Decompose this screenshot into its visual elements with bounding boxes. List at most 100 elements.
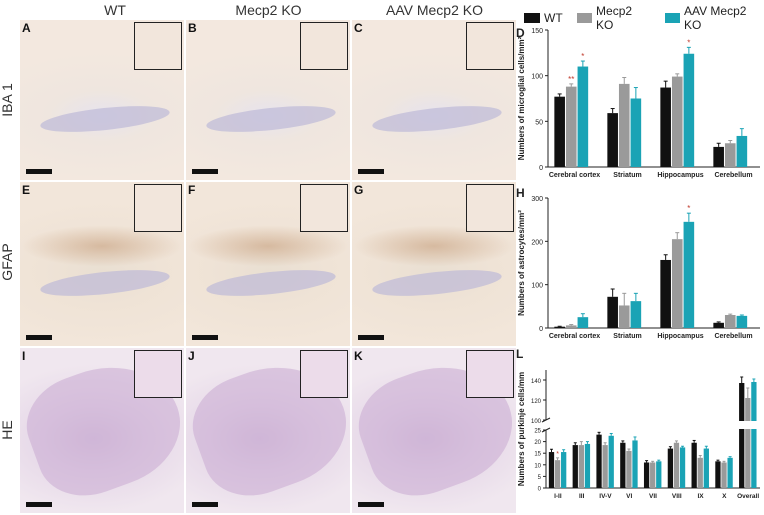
legend-item-aav-mecp2-ko: AAV Mecp2 KO bbox=[664, 4, 764, 32]
bar bbox=[620, 442, 626, 488]
y-tick-label: 10 bbox=[534, 463, 541, 469]
inset-magnified bbox=[134, 22, 182, 70]
bar bbox=[673, 442, 680, 488]
bar bbox=[607, 296, 618, 328]
y-tick-label: 140 bbox=[531, 379, 542, 385]
scale-bar bbox=[358, 335, 384, 340]
bar bbox=[630, 98, 642, 167]
bar bbox=[565, 325, 577, 328]
y-tick-label: 150 bbox=[531, 28, 543, 35]
chart-microglia: 0 50 100 150 Numbers of microglial cells/mm²… bbox=[517, 28, 760, 179]
bar bbox=[572, 445, 578, 488]
x-tick-label: Hippocampus bbox=[657, 172, 703, 179]
column-header-mecp2-ko: Mecp2 KO bbox=[235, 2, 302, 18]
y-axis-label: Numbers of purkinje cells/mm bbox=[517, 372, 526, 486]
x-tick-label: Overall bbox=[737, 493, 759, 500]
bar bbox=[721, 462, 727, 488]
bar bbox=[736, 315, 748, 328]
bar bbox=[739, 383, 745, 488]
panel-letter-l: L bbox=[516, 347, 524, 361]
bar bbox=[697, 457, 703, 488]
bar bbox=[691, 442, 697, 488]
legend-swatch-mecp2-ko bbox=[576, 13, 593, 23]
bar bbox=[667, 448, 674, 488]
row-header-he: HE bbox=[0, 420, 15, 440]
legend-item-mecp2-ko: Mecp2 KO bbox=[576, 4, 651, 32]
bar bbox=[630, 301, 642, 328]
axis-break-gap bbox=[738, 421, 758, 429]
bar bbox=[577, 317, 589, 328]
panel-letter: B bbox=[188, 21, 197, 35]
column-header-aav-mecp2-ko: AAV Mecp2 KO bbox=[385, 2, 483, 18]
legend-label-mecp2-ko: Mecp2 KO bbox=[596, 4, 633, 32]
y-tick-label: 200 bbox=[531, 239, 543, 246]
bar bbox=[561, 452, 567, 488]
micrograph-gfap-mecp2-ko: F bbox=[186, 182, 350, 346]
x-tick-label: IV-V bbox=[599, 493, 612, 500]
scale-bar bbox=[192, 335, 218, 340]
bar bbox=[577, 66, 589, 167]
row-header-iba1: IBA 1 bbox=[0, 83, 15, 117]
scale-bar bbox=[26, 502, 52, 507]
micrograph-he-wt: I bbox=[20, 348, 184, 513]
y-tick-label: 50 bbox=[535, 119, 543, 126]
y-tick-label: 25 bbox=[534, 429, 541, 435]
panel-letter-h: H bbox=[516, 186, 525, 200]
bar bbox=[736, 135, 748, 167]
inset-magnified bbox=[300, 22, 348, 70]
bar bbox=[713, 322, 724, 328]
panel-letter: J bbox=[188, 349, 195, 363]
y-tick-label: 20 bbox=[534, 440, 541, 446]
bar bbox=[643, 462, 650, 488]
chart-purkinje: 100 120 140 0 5 10 15 20 25 Numbers of purkinje c… bbox=[517, 370, 760, 500]
legend-label-aav-mecp2-ko: AAV Mecp2 KO bbox=[683, 4, 747, 32]
bar bbox=[671, 76, 683, 167]
panel-letter: I bbox=[22, 349, 26, 363]
y-tick-label: 120 bbox=[531, 399, 542, 405]
bar bbox=[554, 96, 565, 167]
x-tick-label: Cerebellum bbox=[714, 333, 752, 340]
bar bbox=[554, 326, 565, 328]
x-tick-label: VII bbox=[649, 493, 657, 500]
inset-magnified bbox=[134, 184, 182, 232]
scale-bar bbox=[358, 502, 384, 507]
bar bbox=[679, 447, 686, 488]
bar bbox=[724, 315, 736, 328]
micrograph-he-aav-mecp2-ko: K bbox=[352, 348, 516, 513]
inset-magnified bbox=[300, 184, 348, 232]
x-tick-label: VI bbox=[626, 493, 632, 500]
inset-magnified bbox=[300, 350, 348, 398]
scale-bar bbox=[192, 502, 218, 507]
bar bbox=[578, 445, 584, 488]
micrograph-gfap-wt: E bbox=[20, 182, 184, 346]
x-tick-label: Cerebellum bbox=[714, 172, 752, 179]
bar bbox=[596, 434, 602, 488]
x-tick-label: Cerebral cortex bbox=[549, 172, 600, 179]
bar bbox=[548, 452, 555, 488]
scale-bar bbox=[26, 169, 52, 174]
legend-item-wt: WT bbox=[524, 11, 563, 25]
y-tick-label: 100 bbox=[531, 419, 542, 425]
micrograph-iba1-aav-mecp2-ko: C bbox=[352, 20, 516, 180]
bar bbox=[703, 448, 709, 488]
y-tick-label: 300 bbox=[531, 196, 543, 203]
significance-mark: * bbox=[556, 451, 559, 458]
column-header-wt: WT bbox=[104, 2, 126, 18]
bar bbox=[618, 305, 630, 328]
y-tick-label: 100 bbox=[531, 283, 543, 290]
bar bbox=[554, 460, 561, 488]
scale-bar bbox=[26, 335, 52, 340]
inset-magnified bbox=[134, 350, 182, 398]
y-axis-label: Numbers of astrocytes/mm² bbox=[517, 210, 526, 316]
y-tick-label: 0 bbox=[539, 165, 543, 172]
chart-legend: WT Mecp2 KO AAV Mecp2 KO bbox=[524, 4, 764, 32]
bar bbox=[715, 461, 721, 488]
y-tick-label: 0 bbox=[538, 487, 542, 493]
bar bbox=[683, 53, 695, 167]
y-tick-label: 0 bbox=[539, 326, 543, 333]
x-tick-label: IX bbox=[697, 493, 704, 500]
panel-letter: A bbox=[22, 21, 31, 35]
legend-swatch-wt bbox=[524, 13, 540, 23]
y-tick-label: 100 bbox=[531, 74, 543, 81]
panel-letter: E bbox=[22, 183, 31, 197]
